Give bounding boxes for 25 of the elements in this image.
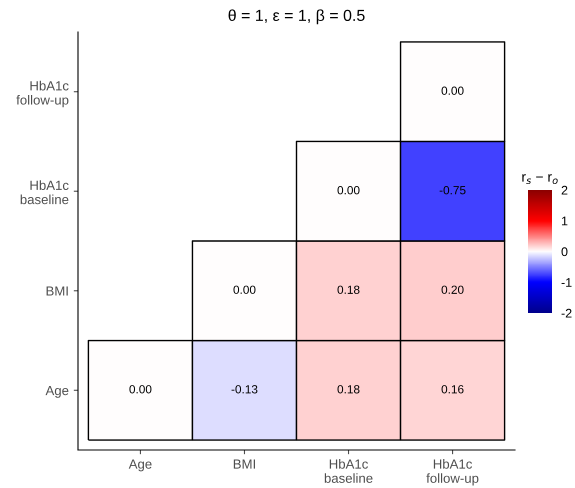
y-tick-label: HbA1c follow-up (16, 80, 69, 108)
data-label: 0.00 (129, 385, 152, 394)
color-bar-label: -2 (562, 308, 572, 318)
color-bar-title: r$_{s}$ − r$_{o}$ (522, 174, 558, 184)
data-label: 0.20 (442, 286, 464, 294)
y-tick-label: Age (46, 386, 68, 398)
x-tick-label: HbA1c baseline (324, 459, 373, 483)
color-bar-label: 2 (562, 186, 568, 195)
x-tick-label: HbA1c follow-up (426, 459, 478, 486)
data-label: 0.00 (442, 86, 464, 95)
data-label: 0.16 (442, 385, 464, 394)
data-label: -0.75 (440, 186, 466, 194)
color-bar-label: -1 (562, 278, 572, 287)
y-tick-label: BMI (46, 286, 68, 296)
x-tick-label: BMI (234, 460, 255, 469)
data-label: -0.13 (232, 385, 258, 394)
data-label: 0.00 (338, 186, 360, 194)
data-label: 0.18 (338, 385, 360, 394)
color-bar-label: 0 (562, 247, 568, 256)
data-label: 0.18 (338, 286, 360, 294)
color-bar-label: 1 (562, 216, 568, 226)
x-tick-label: Age (128, 460, 152, 472)
y-tick-label: HbA1c baseline (20, 180, 69, 204)
data-label: 0.00 (233, 286, 256, 294)
chart-title: θ = 1, ε = 1, β = 0.5 (228, 9, 365, 24)
